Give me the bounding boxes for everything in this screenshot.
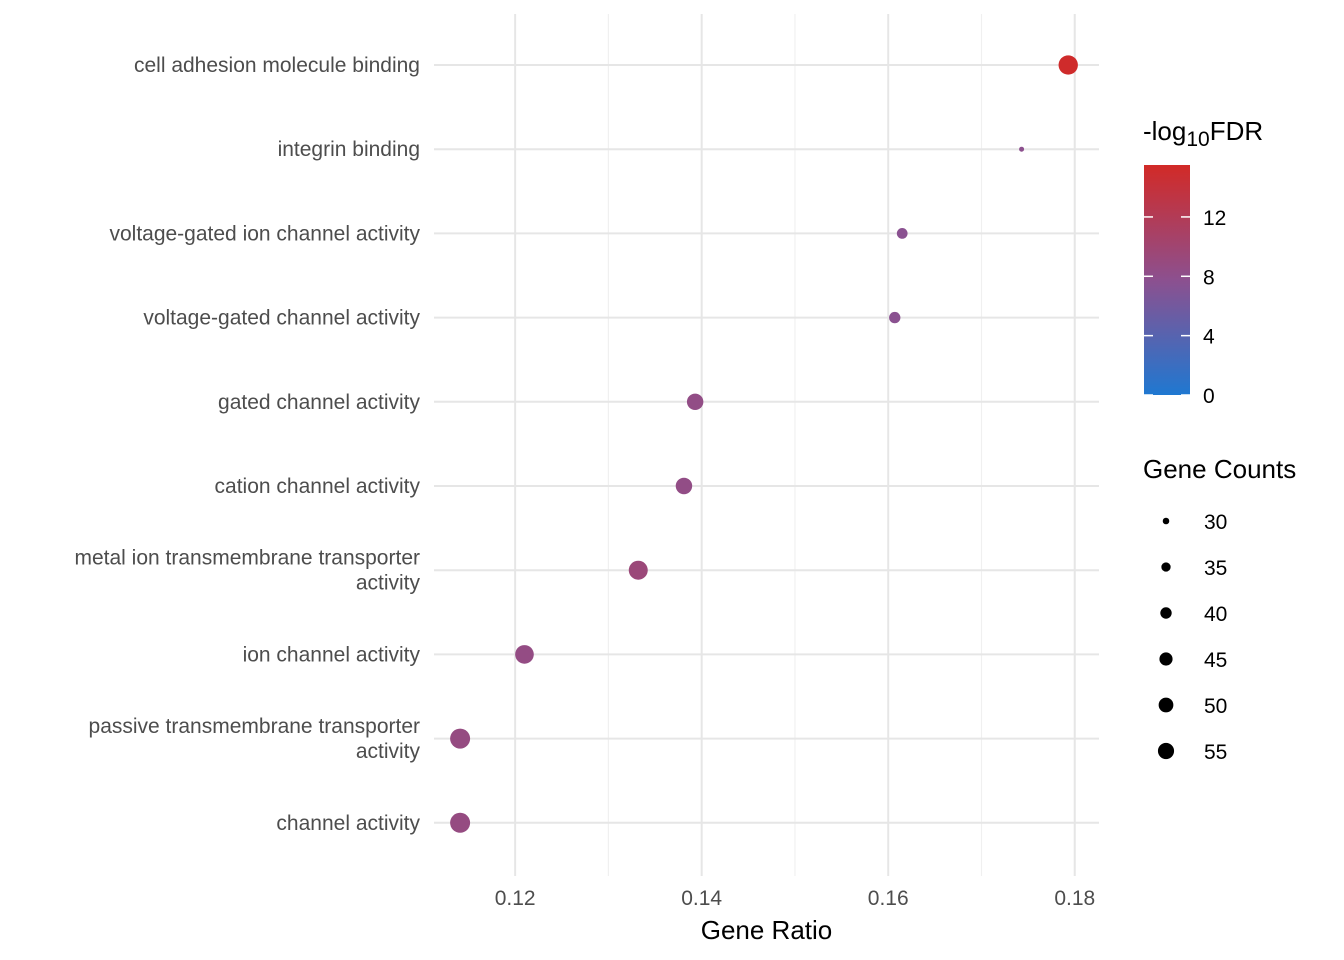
color-tick-label: 0 <box>1203 385 1215 408</box>
y-tick-label: cation channel activity <box>215 475 421 498</box>
data-point <box>675 477 693 495</box>
data-point <box>889 311 901 324</box>
size-legend-dot <box>1159 652 1173 666</box>
x-axis-title: Gene Ratio <box>701 915 833 945</box>
data-point <box>450 728 471 749</box>
data-point <box>686 393 704 411</box>
color-legend-title: -log10FDR <box>1143 116 1263 151</box>
y-axis-labels: cell adhesion molecule binding integrin b… <box>75 54 421 835</box>
y-tick-label: activity <box>356 740 421 763</box>
data-point <box>628 560 648 580</box>
size-legend-label: 55 <box>1204 741 1227 764</box>
size-legend-items: 30 35 40 45 50 55 <box>1157 511 1227 764</box>
size-legend-label: 45 <box>1204 649 1227 672</box>
color-legend-title-prefix: -log <box>1143 116 1186 146</box>
size-legend-label: 30 <box>1204 511 1227 534</box>
color-tick-label: 4 <box>1203 326 1215 349</box>
size-legend-title: Gene Counts <box>1143 454 1296 484</box>
size-legend-label: 35 <box>1204 557 1227 580</box>
x-tick-label: 0.12 <box>495 887 536 910</box>
size-legend-label: 50 <box>1204 695 1227 718</box>
data-points <box>450 55 1078 833</box>
y-tick-label: channel activity <box>276 812 420 835</box>
y-tick-label: cell adhesion molecule binding <box>134 54 420 77</box>
x-axis-ticks: 0.12 0.14 0.16 0.18 <box>495 887 1095 910</box>
data-point <box>450 812 471 833</box>
data-point <box>896 228 908 239</box>
color-tick-label: 8 <box>1203 266 1215 289</box>
size-legend-dot <box>1158 697 1174 713</box>
x-tick-label: 0.16 <box>868 887 909 910</box>
size-legend: Gene Counts 30 35 40 45 50 55 <box>1143 454 1296 764</box>
y-tick-label: integrin binding <box>278 138 420 161</box>
y-tick-label: activity <box>356 572 421 595</box>
y-tick-label: ion channel activity <box>243 643 421 666</box>
y-tick-label: passive transmembrane transporter <box>89 715 420 738</box>
y-tick-label: metal ion transmembrane transporter <box>75 547 421 570</box>
x-tick-label: 0.14 <box>681 887 722 910</box>
color-legend: -log10FDR 0 4 8 12 <box>1143 116 1263 408</box>
grid-lines <box>434 14 1099 876</box>
size-legend-dot <box>1157 742 1175 760</box>
data-point <box>1019 146 1025 152</box>
size-legend-dot <box>1160 607 1172 619</box>
x-tick-label: 0.18 <box>1054 887 1095 910</box>
color-gradient-bar <box>1144 165 1190 395</box>
color-tick-label: 12 <box>1203 207 1226 230</box>
color-legend-title-subscript: 10 <box>1186 128 1209 151</box>
color-legend-title-suffix: FDR <box>1210 116 1263 146</box>
y-tick-label: voltage-gated channel activity <box>143 307 420 330</box>
y-tick-label: gated channel activity <box>218 391 420 414</box>
color-legend-ticks: 0 4 8 12 <box>1144 207 1226 408</box>
data-point <box>1058 55 1078 75</box>
y-tick-label: voltage-gated ion channel activity <box>109 222 420 245</box>
size-legend-label: 40 <box>1204 603 1227 626</box>
data-point <box>515 645 534 664</box>
size-legend-dot <box>1162 517 1170 525</box>
size-legend-dot <box>1161 562 1171 572</box>
